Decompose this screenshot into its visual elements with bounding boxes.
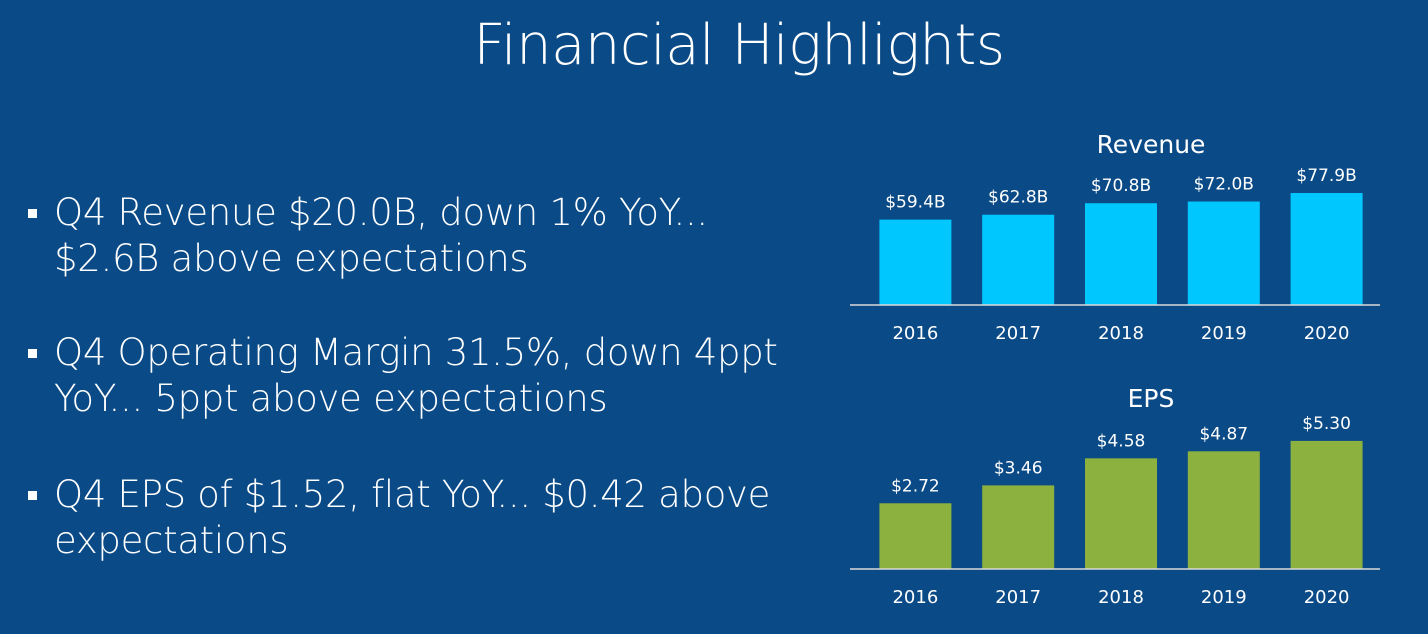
bullet-item: Q4 Revenue $20.0B, down 1% YoY... $2.6B … bbox=[24, 190, 784, 282]
slide-title: Financial Highlights bbox=[473, 13, 1005, 78]
revenue-data-label: $72.0B bbox=[1194, 175, 1254, 195]
revenue-x-tick-label: 2018 bbox=[1098, 323, 1144, 344]
eps-chart: EPS $2.72 2016 $3.46 2017 $4.58 2018 $4.87 2019 $… bbox=[820, 382, 1400, 612]
eps-data-label: $4.58 bbox=[1097, 431, 1146, 451]
revenue-chart-svg: Revenue $59.4B 2016 $62.8B 2017 $70.8B 2018 $72… bbox=[850, 130, 1380, 344]
revenue-bar-2020 bbox=[1290, 193, 1363, 305]
revenue-x-tick-label: 2019 bbox=[1201, 323, 1247, 344]
revenue-data-label: $62.8B bbox=[988, 188, 1048, 208]
bullet-square-icon bbox=[28, 491, 37, 500]
revenue-bar-2018 bbox=[1085, 203, 1157, 305]
bullet-text: Q4 EPS of $1.52, flat YoY... $0.42 above… bbox=[54, 473, 771, 562]
eps-data-label: $2.72 bbox=[891, 476, 940, 496]
revenue-bar-2019 bbox=[1187, 201, 1260, 305]
eps-data-label: $5.30 bbox=[1302, 414, 1351, 434]
bullet-item: Q4 EPS of $1.52, flat YoY... $0.42 above… bbox=[24, 472, 784, 564]
revenue-x-tick-label: 2016 bbox=[892, 323, 938, 344]
eps-chart-title: EPS bbox=[1128, 384, 1175, 413]
eps-x-tick-label: 2019 bbox=[1201, 587, 1247, 608]
eps-bar-2016 bbox=[879, 503, 952, 569]
revenue-x-tick-label: 2020 bbox=[1304, 323, 1350, 344]
revenue-chart: Revenue $59.4B 2016 $62.8B 2017 $70.8B 2018 $72… bbox=[820, 128, 1400, 348]
revenue-chart-title: Revenue bbox=[1097, 130, 1206, 159]
eps-bar-2019 bbox=[1187, 451, 1260, 569]
bullet-square-icon bbox=[28, 209, 37, 218]
bullet-text: Q4 Revenue $20.0B, down 1% YoY... $2.6B … bbox=[54, 191, 708, 280]
eps-data-label: $3.46 bbox=[994, 458, 1043, 478]
revenue-bar-2016 bbox=[879, 219, 952, 305]
eps-bar-2020 bbox=[1290, 440, 1363, 569]
eps-chart-svg: EPS $2.72 2016 $3.46 2017 $4.58 2018 $4.87 2019 $… bbox=[850, 384, 1380, 608]
eps-x-tick-label: 2020 bbox=[1304, 587, 1350, 608]
eps-data-label: $4.87 bbox=[1199, 424, 1248, 444]
eps-x-tick-label: 2017 bbox=[995, 587, 1041, 608]
bullet-item: Q4 Operating Margin 31.5%, down 4ppt YoY… bbox=[24, 330, 784, 422]
bullet-text: Q4 Operating Margin 31.5%, down 4ppt YoY… bbox=[54, 331, 778, 420]
eps-x-tick-label: 2016 bbox=[892, 587, 938, 608]
revenue-x-tick-label: 2017 bbox=[995, 323, 1041, 344]
bullet-square-icon bbox=[28, 349, 37, 358]
revenue-data-label: $59.4B bbox=[885, 193, 945, 213]
revenue-data-label: $70.8B bbox=[1091, 176, 1151, 196]
eps-bar-2017 bbox=[982, 485, 1055, 569]
revenue-data-label: $77.9B bbox=[1296, 166, 1356, 186]
eps-x-tick-label: 2018 bbox=[1098, 587, 1144, 608]
revenue-bar-2017 bbox=[982, 214, 1055, 305]
eps-bar-2018 bbox=[1085, 458, 1157, 569]
